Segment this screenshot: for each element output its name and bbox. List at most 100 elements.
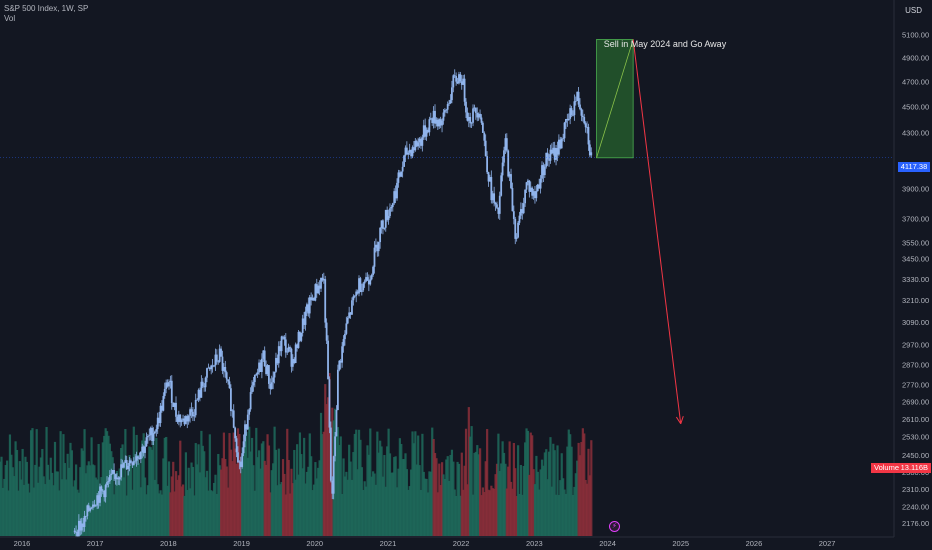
candle-body	[304, 311, 307, 325]
candle-body	[341, 346, 344, 363]
volume-bar	[495, 463, 499, 536]
candle-body	[158, 417, 161, 424]
volume-bar	[543, 452, 546, 536]
volume-bar	[165, 436, 168, 536]
volume-bar	[39, 457, 43, 536]
candle-body	[255, 374, 258, 376]
volume-bar	[321, 434, 324, 536]
candle-body	[141, 446, 144, 452]
volume-bar	[173, 491, 176, 536]
volume-bar	[263, 460, 266, 536]
candle-body	[75, 531, 77, 533]
volume-bar	[193, 495, 196, 536]
volume-badge-label: Volume	[874, 463, 900, 472]
candle-body	[180, 420, 183, 423]
volume-bar	[426, 492, 430, 536]
candle-body	[96, 495, 99, 506]
volume-bar	[255, 427, 258, 536]
candle-body	[432, 110, 435, 124]
candle-body	[252, 382, 255, 386]
candle-body	[297, 331, 300, 348]
x-tick-label: 2018	[160, 539, 177, 548]
volume-bar	[189, 488, 192, 536]
candle-body	[407, 152, 410, 155]
candle-body	[85, 515, 87, 517]
annotation-text[interactable]: Sell in May 2024 and Go Away	[603, 39, 727, 49]
volume-bar	[158, 493, 161, 536]
candle-body	[456, 81, 459, 84]
candle-body	[390, 206, 393, 209]
candle-body	[263, 350, 266, 367]
down-arrow	[632, 39, 682, 424]
candle-body	[424, 125, 427, 137]
symbol-title[interactable]: S&P 500 Index, 1W, SP	[4, 4, 89, 13]
currency-label[interactable]: USD	[905, 6, 922, 15]
candle-body	[332, 456, 335, 494]
candle-body	[161, 405, 163, 411]
volume-bar	[207, 490, 210, 536]
candle-body	[220, 348, 222, 357]
volume-bar	[25, 461, 28, 536]
volume-bar	[274, 449, 278, 536]
volume-bar	[37, 482, 40, 536]
volume-bar	[59, 431, 62, 536]
indicator-label[interactable]: Vol	[4, 14, 16, 23]
candle-body	[541, 165, 543, 179]
volume-bar	[211, 491, 214, 536]
candle-body	[344, 333, 346, 340]
volume-bar	[372, 471, 375, 536]
volume-bar	[21, 448, 24, 536]
volume-bar	[552, 443, 555, 536]
candle-body	[215, 354, 218, 362]
volume-bar	[72, 486, 75, 536]
volume-bar	[48, 479, 51, 536]
volume-bar	[287, 459, 290, 536]
volume-bar	[560, 453, 563, 536]
volume-bar	[439, 485, 442, 536]
candle-body	[451, 87, 453, 101]
candle-body	[496, 204, 498, 208]
candle-body	[244, 424, 246, 442]
volume-bar	[232, 432, 235, 536]
candle-body	[313, 297, 315, 301]
candle-body	[318, 285, 321, 289]
lightning-icon[interactable]: ⚡	[609, 521, 620, 532]
volume-bar	[127, 470, 130, 536]
volume-bar	[401, 459, 404, 536]
volume-bar	[517, 445, 520, 536]
candle-body	[449, 100, 452, 104]
volume-bar	[174, 471, 178, 536]
candle-body	[127, 465, 130, 470]
candle-body	[286, 351, 289, 353]
volume-bar	[570, 446, 573, 536]
candle-body	[473, 107, 476, 109]
volume-bar	[463, 465, 466, 536]
volume-bar	[573, 486, 576, 536]
candle-body	[324, 279, 327, 323]
volume-bar	[509, 481, 513, 536]
volume-bar	[398, 438, 401, 536]
candle-body	[427, 129, 429, 133]
volume-bar	[352, 452, 355, 536]
candle-body	[418, 138, 421, 143]
volume-bar	[494, 474, 497, 536]
candle-body	[331, 480, 334, 494]
candle-body	[565, 118, 567, 123]
volume-bar	[250, 437, 254, 536]
volume-bar	[34, 464, 37, 536]
candle-body	[175, 402, 177, 417]
volume-bar	[142, 433, 145, 536]
volume-bar	[467, 407, 470, 536]
volume-bar	[60, 479, 64, 536]
candle-body	[176, 416, 179, 422]
volume-bar	[559, 480, 562, 536]
volume-bar	[459, 495, 462, 536]
candle-body	[353, 295, 356, 297]
x-tick-label: 2022	[453, 539, 470, 548]
candle-body	[411, 147, 414, 157]
candle-body	[166, 382, 169, 387]
candle-body	[200, 381, 203, 398]
volume-bar	[270, 470, 273, 536]
